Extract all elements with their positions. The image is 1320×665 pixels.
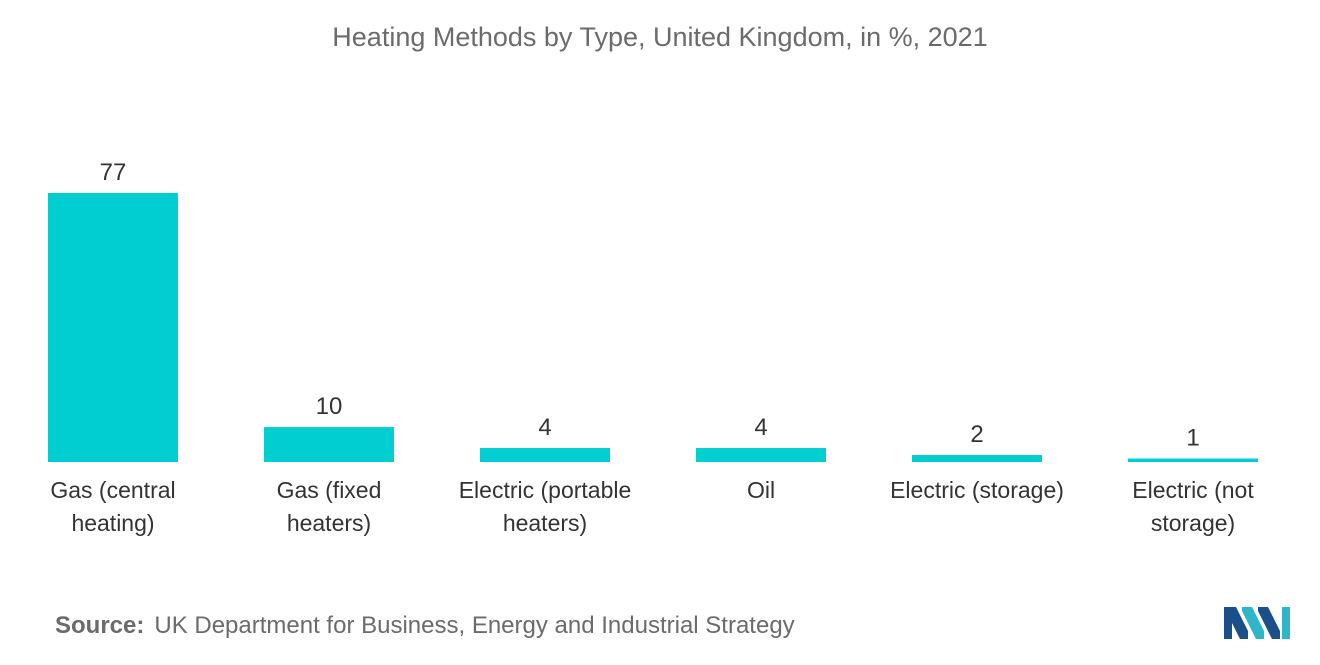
value-label-2: 4 xyxy=(538,414,551,441)
category-label-3: Oil xyxy=(747,477,775,503)
chart-title: Heating Methods by Type, United Kingdom,… xyxy=(332,22,988,52)
source-label: Source: xyxy=(55,612,145,639)
category-label-0: Gas (central heating) xyxy=(50,477,175,536)
value-label-1: 10 xyxy=(316,393,343,420)
bar-1 xyxy=(264,427,394,462)
value-label-4: 2 xyxy=(970,421,983,448)
value-label-5: 1 xyxy=(1186,425,1199,452)
category-label-1: Gas (fixed heaters) xyxy=(277,477,382,536)
bar-0 xyxy=(48,193,178,462)
source-text: UK Department for Business, Energy and I… xyxy=(154,612,795,639)
value-label-3: 4 xyxy=(754,414,767,441)
bar-5 xyxy=(1128,458,1258,462)
bar-3 xyxy=(696,448,826,462)
bar-chart: 77 Gas (central heating) 10 Gas (fixed heater… xyxy=(48,159,1258,536)
category-label-2: Electric (portable heaters) xyxy=(459,477,632,536)
bar-2 xyxy=(480,448,610,462)
category-label-4: Electric (storage) xyxy=(890,477,1064,503)
mordor-logo-icon xyxy=(1224,607,1290,639)
category-label-5: Electric (not storage) xyxy=(1132,477,1254,536)
source-note: Source: UK Department for Business, Energ… xyxy=(55,612,795,640)
value-label-0: 77 xyxy=(100,159,127,186)
bar-4 xyxy=(912,455,1042,462)
